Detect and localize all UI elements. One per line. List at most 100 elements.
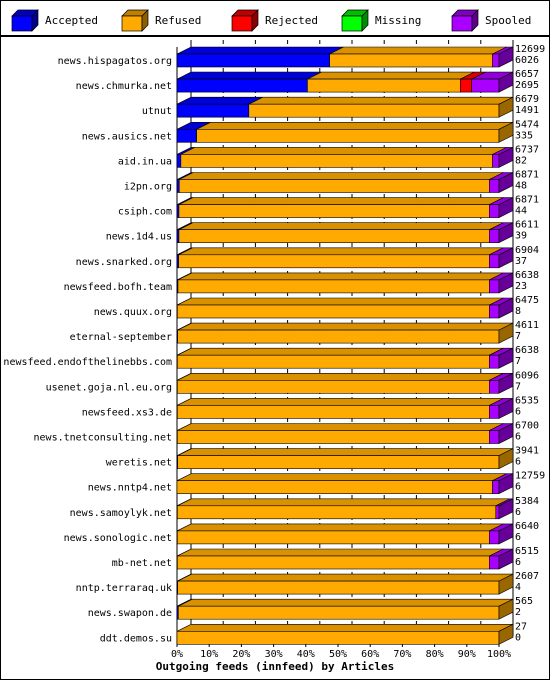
bar-top xyxy=(329,46,507,55)
bar-top xyxy=(176,46,344,55)
category-label: news.sonologic.net xyxy=(64,533,172,544)
bar-segment xyxy=(176,78,308,93)
bar-segment xyxy=(176,53,330,68)
accepted-label: 6 xyxy=(515,507,521,518)
bar-top xyxy=(177,548,504,557)
bars xyxy=(176,46,514,645)
bar-segment xyxy=(489,204,500,218)
category-label: news.hispagatos.org xyxy=(58,56,172,67)
bar-top xyxy=(176,71,322,80)
offered-label: 2607 xyxy=(515,571,539,582)
bar-segment xyxy=(489,379,500,394)
bar-side xyxy=(498,473,514,495)
legend-label: Rejected xyxy=(265,14,318,27)
x-tick-label: 10% xyxy=(200,649,218,660)
x-tick-label: 70% xyxy=(393,649,411,660)
x-tick-label: 20% xyxy=(232,649,250,660)
bar-side xyxy=(498,573,514,595)
bar-segment xyxy=(471,78,500,93)
bar-side xyxy=(498,272,514,294)
category-label: news.swapon.de xyxy=(88,608,172,619)
bar-segment xyxy=(489,304,500,319)
bar-side xyxy=(498,397,514,419)
bar-side xyxy=(498,71,514,93)
bar-top xyxy=(177,272,504,281)
bar-segment xyxy=(307,78,461,93)
legend-swatch-side xyxy=(251,9,259,32)
bar-side xyxy=(498,347,514,369)
bar-top xyxy=(180,147,507,155)
accepted-label: 6 xyxy=(515,482,521,493)
bar-segment xyxy=(176,630,500,645)
bar-top xyxy=(178,197,504,205)
bar-side xyxy=(498,297,514,319)
accepted-label: 2 xyxy=(515,607,521,618)
x-tick-label: 50% xyxy=(329,649,347,660)
bar-side xyxy=(498,247,514,269)
bar-top xyxy=(176,623,514,632)
bar-top xyxy=(177,322,514,331)
bar-side xyxy=(498,523,514,545)
legend-swatch xyxy=(11,15,33,32)
accepted-label: 2695 xyxy=(515,80,539,91)
offered-label: 6515 xyxy=(515,546,539,557)
bar-segment xyxy=(177,605,500,620)
legend: Accepted Refused Rejected Missing Spooled xyxy=(0,0,550,36)
category-label: csiph.com xyxy=(118,207,172,218)
accepted-label: 7 xyxy=(515,356,521,367)
category-label: newsfeed.endofthelinebbs.com xyxy=(3,357,172,368)
x-axis-label: Outgoing feeds (innfeed) by Articles xyxy=(156,660,394,673)
bar-side xyxy=(498,121,514,143)
category-label: usenet.goja.nl.eu.org xyxy=(46,382,172,393)
bar-top xyxy=(177,523,504,532)
accepted-label: 48 xyxy=(515,181,527,192)
category-label: newsfeed.xs3.de xyxy=(82,407,172,418)
bar-segment xyxy=(489,555,500,570)
bar-segment xyxy=(177,505,497,520)
offered-label: 12759 xyxy=(515,471,545,482)
bar-segment xyxy=(489,354,500,369)
bar-side xyxy=(498,598,514,620)
bar-segment xyxy=(176,154,182,168)
bar-segment xyxy=(489,405,500,419)
accepted-label: 0 xyxy=(515,632,521,643)
accepted-label: 37 xyxy=(515,256,527,267)
offered-label: 27 xyxy=(515,621,527,632)
x-tick-label: 100% xyxy=(487,649,511,660)
category-label: mb-net.net xyxy=(112,558,172,569)
category-label: utnut xyxy=(142,106,172,117)
bar-side xyxy=(498,172,514,193)
bar-segment xyxy=(176,103,250,118)
offered-label: 6475 xyxy=(515,295,539,306)
accepted-label: 1491 xyxy=(515,105,539,116)
accepted-label: 335 xyxy=(515,130,533,141)
bar-top xyxy=(177,347,504,356)
bar-side xyxy=(498,46,514,68)
bar-segment xyxy=(178,204,490,218)
bar-segment xyxy=(177,304,490,319)
bar-segment xyxy=(177,530,490,545)
bar-segment xyxy=(489,229,500,243)
bar-side xyxy=(498,197,514,219)
bar-top xyxy=(179,172,504,180)
bar-top xyxy=(178,598,514,607)
x-tick-label: 90% xyxy=(458,649,476,660)
offered-label: 6904 xyxy=(515,245,539,256)
accepted-label: 44 xyxy=(515,206,527,217)
legend-swatch xyxy=(121,15,143,32)
bar-segment xyxy=(196,129,500,143)
x-tick-label: 0% xyxy=(171,649,183,660)
offered-label: 5384 xyxy=(515,496,539,507)
bar-segment xyxy=(489,179,500,193)
bar-segment xyxy=(492,154,500,168)
bar-segment xyxy=(177,455,500,469)
bar-side xyxy=(498,222,514,244)
offered-label: 6535 xyxy=(515,395,539,406)
bar-segment xyxy=(495,505,500,520)
bar-side xyxy=(498,423,514,444)
legend-swatch xyxy=(231,15,253,32)
legend-label: Refused xyxy=(155,14,201,27)
bar-segment xyxy=(177,430,490,444)
bar-segment xyxy=(178,229,490,243)
offered-label: 6638 xyxy=(515,345,539,356)
